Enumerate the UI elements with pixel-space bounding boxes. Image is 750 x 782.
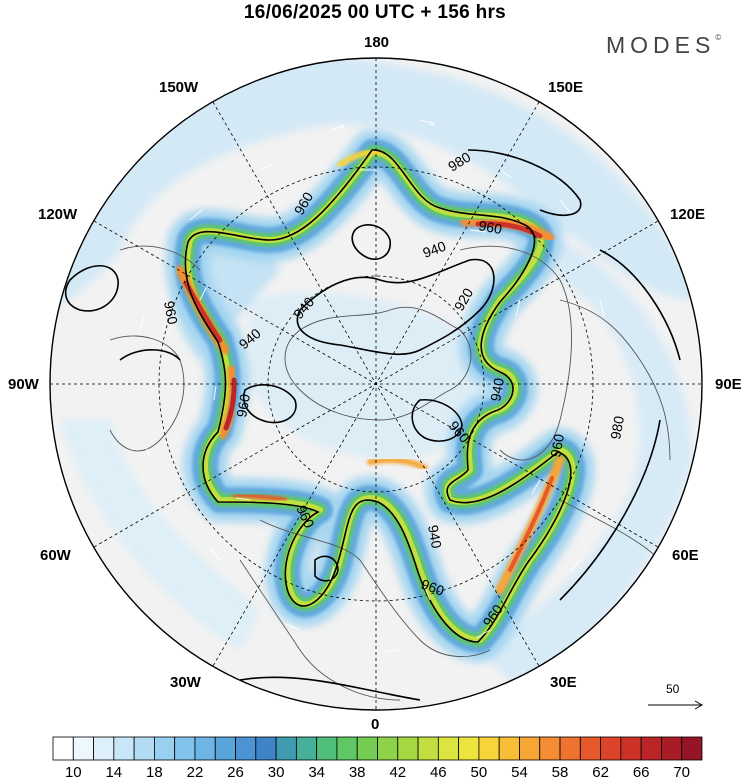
longitude-label-150e: 150E (548, 79, 584, 96)
colorbar-tick-label: 66 (632, 764, 650, 781)
colorbar-swatch (275, 736, 297, 761)
colorbar-swatch (133, 736, 155, 761)
logo-text: MODES (606, 32, 716, 58)
map-disk (50, 58, 702, 710)
longitude-label-60e: 60E (672, 547, 699, 564)
longitude-label-0: 0 (371, 716, 380, 733)
colorbar (52, 736, 703, 761)
colorbar-swatch (154, 736, 176, 761)
colorbar-tick-label: 42 (389, 764, 407, 781)
colorbar-tick-label: 22 (186, 764, 204, 781)
colorbar-swatch (539, 736, 561, 761)
colorbar-swatch (52, 736, 74, 761)
colorbar-swatch (93, 736, 115, 761)
colorbar-swatch (681, 736, 703, 761)
map-title: 16/06/2025 00 UTC + 156 hrs (243, 2, 507, 23)
colorbar-tick-label: 14 (105, 764, 123, 781)
copyright-mark: © (715, 33, 722, 43)
colorbar-tick-label: 38 (348, 764, 366, 781)
colorbar-tick-label: 26 (227, 764, 244, 781)
longitude-label-30w: 30W (170, 674, 201, 691)
colorbar-swatch (640, 736, 662, 761)
modes-logo: MODES© (606, 32, 721, 59)
map-border (49, 57, 703, 711)
colorbar-swatch (519, 736, 541, 761)
colorbar-swatch (661, 736, 683, 761)
longitude-label-90w: 90W (8, 376, 39, 393)
colorbar-swatch (356, 736, 378, 761)
colorbar-swatch (174, 736, 196, 761)
colorbar-swatch (478, 736, 500, 761)
reference-wind-label: 50 (666, 682, 680, 696)
colorbar-tick-label: 10 (64, 764, 82, 781)
contour-label: 940 (425, 524, 445, 550)
wind-speed-shading (50, 58, 700, 690)
colorbar-swatch (113, 736, 135, 761)
colorbar-swatch (458, 736, 480, 761)
colorbar-tick-label: 54 (511, 764, 528, 781)
colorbar-tick-label: 46 (429, 764, 447, 781)
colorbar-swatch (295, 736, 318, 761)
colorbar-swatch (194, 736, 216, 761)
reference-wind-arrow (648, 700, 704, 710)
colorbar-swatch (316, 736, 338, 761)
colorbar-swatch (235, 736, 257, 761)
coastlines (109, 245, 671, 701)
colorbar-swatch (377, 736, 399, 761)
longitude-label-150w: 150W (159, 79, 199, 96)
colorbar-swatch (255, 736, 277, 761)
contour-label: 960 (547, 433, 567, 459)
colorbar-tick-label: 18 (146, 764, 163, 781)
colorbar-tick-label: 62 (592, 764, 609, 781)
longitude-label-60w: 60W (40, 547, 71, 564)
colorbar-tick-label: 34 (308, 764, 326, 781)
contour-label: 940 (421, 238, 449, 261)
longitude-label-120w: 120W (38, 206, 78, 223)
longitude-label-180: 180 (364, 34, 390, 51)
contour-label: 960 (233, 393, 253, 419)
contour-label: 940 (487, 377, 507, 403)
colorbar-swatch (620, 736, 642, 761)
colorbar-tick-label: 70 (673, 764, 691, 781)
contour-label: 960 (161, 300, 181, 326)
contour-label: 960 (419, 576, 447, 599)
colorbar-tick-label: 30 (267, 764, 285, 781)
longitude-label-90e: 90E (715, 376, 742, 393)
colorbar-swatch (72, 736, 94, 761)
colorbar-swatch (214, 736, 236, 761)
colorbar-swatch (437, 736, 460, 761)
longitude-label-120e: 120E (670, 206, 706, 223)
colorbar-swatch (397, 736, 419, 761)
colorbar-swatch (417, 736, 439, 761)
colorbar-swatch (579, 736, 601, 761)
contour-label: 980 (607, 415, 627, 441)
colorbar-swatch (498, 736, 520, 761)
colorbar-tick-label: 58 (551, 764, 569, 781)
colorbar-swatch (559, 736, 581, 761)
longitude-label-30e: 30E (550, 674, 577, 691)
graticule (50, 58, 702, 710)
jet-maxima (175, 148, 565, 595)
wind-vectors (139, 119, 621, 653)
colorbar-swatch (336, 736, 358, 761)
colorbar-tick-label: 50 (470, 764, 488, 781)
contour-label: 960 (477, 217, 503, 237)
colorbar-swatch (600, 736, 622, 761)
